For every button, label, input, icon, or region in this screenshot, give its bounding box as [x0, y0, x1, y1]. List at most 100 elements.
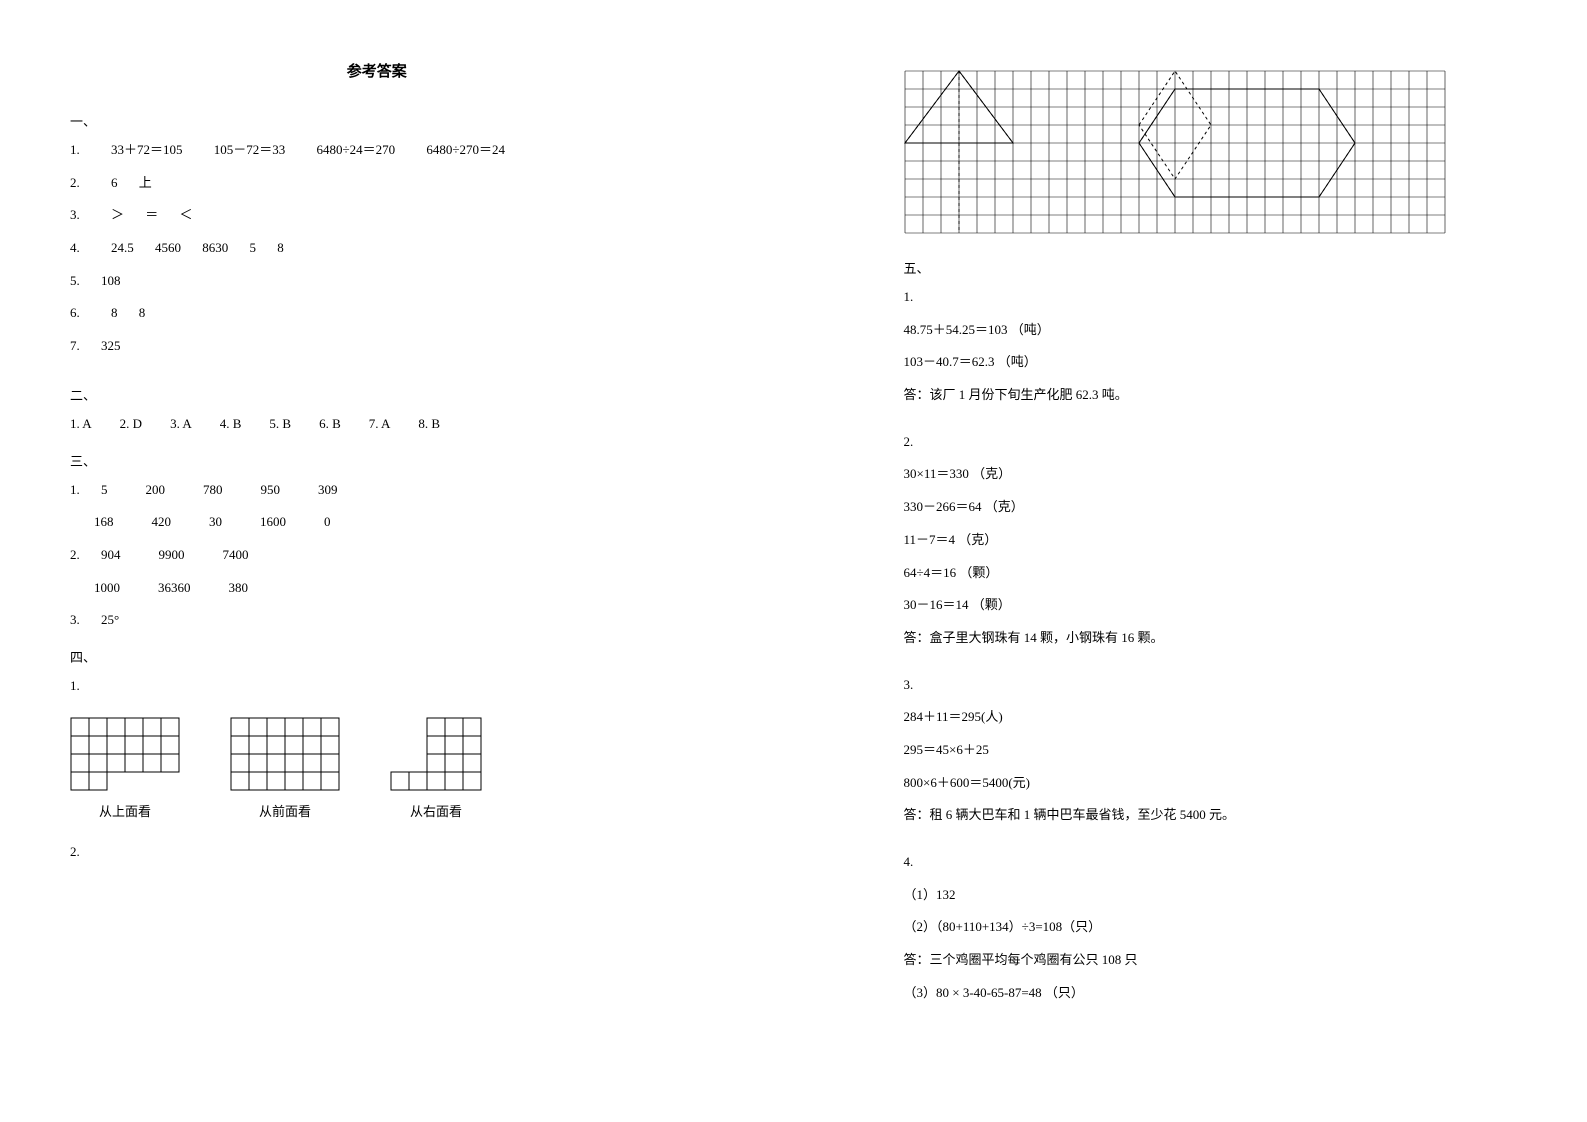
one-q2-num: 2. — [70, 171, 80, 196]
section-five-heading: 五、 — [904, 258, 1518, 277]
one-q1-c: 6480÷24＝270 — [317, 138, 396, 163]
four-q2-figure — [904, 70, 1518, 238]
three-q3-a: 25° — [101, 608, 119, 633]
two-item: 1. A — [70, 412, 92, 437]
five-q4-num: 4. — [904, 850, 1518, 875]
three-value: 168 — [94, 510, 114, 535]
three-q1-row1: 1. 5 200 780 950 309 — [70, 478, 684, 503]
five-q4-line: （3）80 × 3-40-65-87=48 （只） — [904, 981, 1518, 1006]
section-four-heading: 四、 — [70, 647, 684, 666]
three-value: 780 — [203, 478, 223, 503]
two-item: 2. D — [120, 412, 142, 437]
one-q2-a: 6 — [111, 171, 118, 196]
five-q2-line: 64÷4＝16 （颗） — [904, 561, 1518, 586]
one-q4-a: 24.5 — [111, 236, 134, 261]
two-item: 6. B — [319, 412, 341, 437]
one-q6-num: 6. — [70, 301, 80, 326]
one-q4-e: 8 — [277, 236, 284, 261]
one-q5-num: 5. — [70, 269, 80, 294]
two-item: 5. B — [269, 412, 291, 437]
five-q4-line: （2）（80+110+134）÷3=108（只） — [904, 915, 1518, 940]
one-q3-c: ＜ — [180, 203, 193, 228]
five-q1-num: 1. — [904, 285, 1518, 310]
one-q3: 3. ＞ ＝ ＜ — [70, 203, 684, 228]
five-q4-line: （1）132 — [904, 883, 1518, 908]
view-right-label: 从右面看 — [390, 801, 482, 820]
three-value: 420 — [152, 510, 172, 535]
three-value: 200 — [146, 478, 166, 503]
three-value: 0 — [324, 510, 331, 535]
right-column: 五、 1. 48.75＋54.25＝103 （吨） 103－40.7＝62.3 （… — [794, 0, 1587, 1122]
view-front: 从前面看 — [230, 717, 340, 820]
five-q3-line: 800×6＋600＝5400(元) — [904, 771, 1518, 796]
three-q1-num: 1. — [70, 478, 80, 503]
three-value: 1600 — [260, 510, 286, 535]
five-q1-line: 答：该厂 1 月份下旬生产化肥 62.3 吨。 — [904, 383, 1518, 408]
five-q2-line: 答：盒子里大钢珠有 14 颗，小钢珠有 16 颗。 — [904, 626, 1518, 651]
five-q2-line: 330－266＝64 （克） — [904, 495, 1518, 520]
two-answers: 1. A2. D3. A4. B5. B6. B7. A8. B — [70, 412, 684, 437]
three-value: 7400 — [223, 543, 249, 568]
one-q6-a: 8 — [111, 301, 118, 326]
one-q1-num: 1. — [70, 138, 80, 163]
five-q1-line: 103－40.7＝62.3 （吨） — [904, 350, 1518, 375]
three-value: 36360 — [158, 576, 191, 601]
four-q2-num: 2. — [70, 840, 684, 865]
five-q1-line: 48.75＋54.25＝103 （吨） — [904, 318, 1518, 343]
three-q2-row2: 1000 36360 380 — [70, 576, 684, 601]
one-q3-num: 3. — [70, 203, 80, 228]
one-q4-d: 5 — [250, 236, 257, 261]
one-q1: 1. 33＋72＝105 105－72＝33 6480÷24＝270 6480÷… — [70, 138, 684, 163]
one-q1-b: 105－72＝33 — [214, 138, 286, 163]
three-value: 950 — [261, 478, 281, 503]
three-q3-num: 3. — [70, 608, 80, 633]
four-q1-num: 1. — [70, 674, 684, 699]
one-q5: 5. 108 — [70, 269, 684, 294]
one-q5-a: 108 — [101, 269, 121, 294]
one-q2: 2. 6 上 — [70, 171, 684, 196]
three-value: 1000 — [94, 576, 120, 601]
view-top-label: 从上面看 — [70, 801, 180, 820]
three-value: 30 — [209, 510, 222, 535]
five-q2-line: 11－7＝4 （克） — [904, 528, 1518, 553]
one-q7-num: 7. — [70, 334, 80, 359]
section-three-heading: 三、 — [70, 451, 684, 470]
section-two-heading: 二、 — [70, 385, 684, 404]
one-q4-num: 4. — [70, 236, 80, 261]
one-q3-a: ＞ — [111, 203, 124, 228]
one-q7: 7. 325 — [70, 334, 684, 359]
three-value: 9900 — [159, 543, 185, 568]
one-q4-b: 4560 — [155, 236, 181, 261]
one-q1-a: 33＋72＝105 — [111, 138, 183, 163]
one-q6: 6. 8 8 — [70, 301, 684, 326]
one-q6-b: 8 — [139, 301, 146, 326]
five-q4-line: 答：三个鸡圈平均每个鸡圈有公只 108 只 — [904, 948, 1518, 973]
five-q3-line: 284＋11＝295(人) — [904, 705, 1518, 730]
three-value: 309 — [318, 478, 338, 503]
view-right: 从右面看 — [390, 717, 482, 820]
three-q2-num: 2. — [70, 543, 80, 568]
three-q2-row1: 2. 904 9900 7400 — [70, 543, 684, 568]
five-q2-line: 30－16＝14 （颗） — [904, 593, 1518, 618]
one-q7-a: 325 — [101, 334, 121, 359]
view-front-label: 从前面看 — [230, 801, 340, 820]
one-q2-b: 上 — [139, 171, 152, 196]
section-one-heading: 一、 — [70, 111, 684, 130]
two-item: 7. A — [369, 412, 391, 437]
two-item: 4. B — [220, 412, 242, 437]
five-q3-num: 3. — [904, 673, 1518, 698]
three-q3: 3. 25° — [70, 608, 684, 633]
view-top: 从上面看 — [70, 717, 180, 820]
four-views: 从上面看 从前面看 从右面看 — [70, 717, 684, 820]
three-value: 5 — [101, 478, 108, 503]
five-q3-line: 答：租 6 辆大巴车和 1 辆中巴车最省钱，至少花 5400 元。 — [904, 803, 1518, 828]
one-q3-b: ＝ — [145, 203, 158, 228]
three-q1-row2: 168 420 30 1600 0 — [70, 510, 684, 535]
five-q3-line: 295＝45×6＋25 — [904, 738, 1518, 763]
three-value: 380 — [229, 576, 249, 601]
left-column: 参考答案 一、 1. 33＋72＝105 105－72＝33 6480÷24＝2… — [0, 0, 794, 1122]
one-q1-d: 6480÷270＝24 — [426, 138, 505, 163]
page-title: 参考答案 — [70, 60, 684, 81]
one-q4-c: 8630 — [202, 236, 228, 261]
three-value: 904 — [101, 543, 121, 568]
